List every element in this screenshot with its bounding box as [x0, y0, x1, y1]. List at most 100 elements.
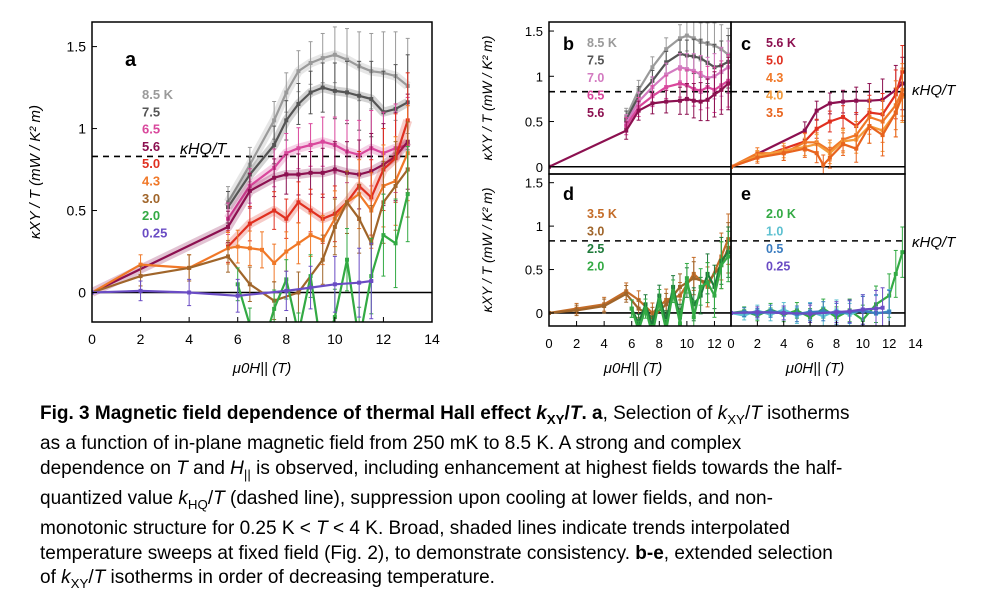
panel-a: 0 2 4 6 8 10 12 14 0 0.5 1 1.5 a 8.5 K 7.5 6.5 5.6 5.0 4.3…	[27, 21, 440, 377]
legend-entry: 6.5	[587, 89, 604, 103]
data-point	[308, 233, 313, 238]
data-point	[755, 310, 760, 315]
legend-entry: 7.0	[587, 71, 604, 85]
series-line	[731, 95, 904, 168]
legend-entry: 0.25	[766, 260, 790, 274]
data-point	[308, 90, 313, 95]
data-point	[296, 200, 301, 205]
x-tick-label: 10	[680, 336, 694, 351]
series-0_25K	[92, 242, 374, 320]
series-2_0K	[629, 230, 731, 332]
data-point	[574, 308, 579, 313]
panel-e: 0 2 4 6 8 10 12 14 e 2.0 K 1.0 0.5 0.25 κHQ/T μ0H|| (T…	[727, 173, 957, 377]
data-point	[712, 293, 717, 298]
x-tick-label: 6	[234, 331, 242, 347]
caption-run: quantized value	[40, 488, 179, 510]
data-point	[827, 155, 832, 160]
caption-run: /	[564, 403, 570, 424]
panel-label: b	[563, 34, 574, 54]
caption-run: XY	[546, 411, 565, 427]
data-point	[332, 167, 337, 172]
data-point	[296, 241, 301, 246]
series-2_0K	[235, 146, 410, 322]
data-point	[684, 33, 689, 38]
panel-label: a	[125, 49, 137, 71]
data-point	[345, 57, 349, 62]
series-line	[227, 53, 409, 203]
caption-run: XY	[727, 411, 745, 427]
series-0_25K	[731, 287, 885, 326]
plot-area-b	[549, 22, 731, 169]
data-point	[900, 250, 905, 255]
data-point	[677, 81, 682, 86]
caption-line: monotonic structure for 0.25 K < T < 4 K…	[40, 517, 970, 542]
x-tick-label: 6	[806, 336, 813, 351]
data-point	[691, 315, 696, 320]
caption-run: k	[536, 403, 547, 424]
caption-run: . a	[581, 403, 603, 424]
series-3_5K	[731, 67, 905, 174]
legend-entry: 5.6	[142, 139, 160, 154]
y-tick-label: 0	[78, 284, 86, 300]
data-point	[308, 170, 313, 175]
caption-run: (dashed line), suppression upon cooling …	[224, 488, 773, 510]
data-point	[664, 47, 669, 52]
figure-caption: Fig. 3 Magnetic field dependence of ther…	[40, 402, 970, 597]
caption-run: XY	[70, 576, 89, 592]
data-point	[814, 151, 819, 156]
legend-entry: 5.0	[766, 54, 783, 68]
caption-line: Fig. 3 Magnetic field dependence of ther…	[40, 402, 970, 432]
data-point	[284, 151, 289, 156]
caption-run: as a function of in-plane magnetic field…	[40, 433, 742, 455]
data-point	[684, 96, 689, 101]
panel-b: 0 0.5 1 1.5 b 8.5 K 7.5 7.0 6.5 5.6 κXY / T (mW / …	[479, 21, 732, 175]
data-point	[624, 291, 629, 296]
x-axis-label: μ0H|| (T)	[785, 360, 845, 377]
data-point	[284, 249, 289, 254]
x-tick-label: 14	[908, 336, 922, 351]
caption-run: , Selection of	[602, 403, 718, 424]
data-point	[691, 276, 696, 281]
data-point	[636, 306, 641, 311]
x-tick-label: 0	[727, 336, 734, 351]
data-point	[854, 146, 859, 151]
data-point	[284, 172, 289, 177]
x-tick-label: 10	[327, 331, 343, 347]
data-point	[247, 282, 252, 287]
data-point	[332, 88, 337, 93]
data-point	[860, 307, 865, 312]
x-tick-label: 8	[833, 336, 840, 351]
data-point	[320, 85, 325, 90]
data-point	[393, 241, 398, 246]
data-point	[247, 246, 252, 251]
caption-run: T	[750, 403, 762, 424]
caption-run: monotonic structure for 0.25 K <	[40, 518, 317, 540]
data-point	[874, 306, 878, 311]
series-5_6K	[549, 56, 731, 169]
data-point	[332, 52, 337, 57]
data-point	[637, 328, 641, 332]
series-line	[92, 279, 372, 297]
caption-line: dependence on T and H|| is observed, inc…	[40, 457, 970, 487]
data-point	[841, 142, 846, 147]
data-point	[768, 309, 773, 314]
data-point	[272, 118, 277, 123]
data-point	[332, 224, 337, 229]
data-point	[677, 98, 682, 103]
data-point	[369, 279, 374, 284]
data-point	[187, 265, 192, 270]
caption-run: T	[176, 457, 188, 479]
data-point	[781, 310, 786, 315]
legend-entry: 2.0	[142, 208, 160, 223]
caption-run: k	[178, 488, 188, 510]
data-point	[880, 133, 885, 138]
legend-entry: 4.3	[142, 174, 160, 189]
x-axis-label: μ0H|| (T)	[232, 360, 292, 377]
x-tick-label: 6	[628, 336, 635, 351]
x-tick-label: 0	[545, 336, 552, 351]
data-point	[308, 285, 313, 290]
data-point	[345, 90, 349, 95]
data-point	[814, 108, 819, 113]
data-point	[369, 97, 374, 102]
legend-entry: 8.5 K	[142, 87, 174, 102]
